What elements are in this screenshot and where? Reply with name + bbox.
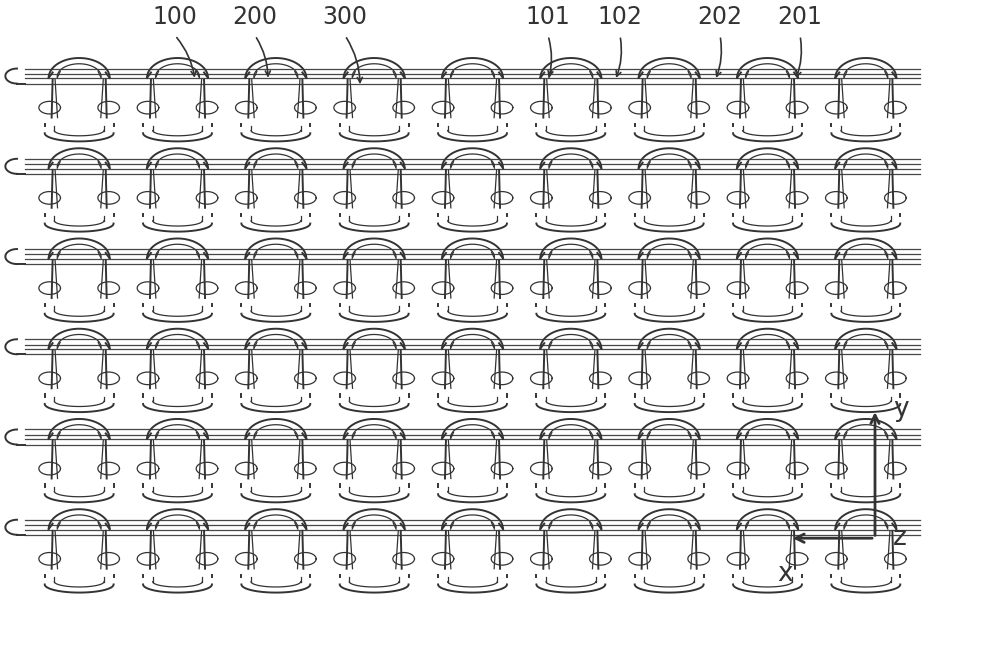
Text: y: y — [893, 396, 909, 422]
Text: 100: 100 — [153, 5, 197, 29]
Text: 102: 102 — [598, 5, 642, 29]
Text: 200: 200 — [232, 5, 278, 29]
Text: 201: 201 — [778, 5, 822, 29]
Text: x: x — [777, 561, 793, 587]
Text: 300: 300 — [322, 5, 368, 29]
Text: 202: 202 — [698, 5, 742, 29]
Text: z: z — [893, 525, 907, 551]
Text: 101: 101 — [526, 5, 570, 29]
